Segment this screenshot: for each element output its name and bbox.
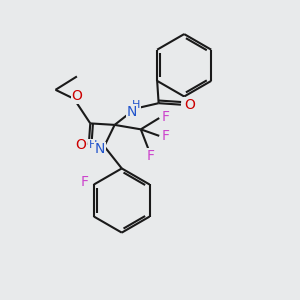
Text: O: O (71, 89, 82, 103)
Text: H: H (132, 100, 140, 110)
Text: N: N (94, 142, 105, 156)
Text: F: F (147, 149, 154, 163)
Text: F: F (162, 110, 170, 124)
Text: F: F (80, 175, 88, 188)
Text: O: O (184, 98, 195, 112)
Text: H: H (89, 140, 97, 150)
Text: N: N (127, 104, 137, 118)
Text: F: F (162, 129, 170, 143)
Text: O: O (75, 138, 86, 152)
